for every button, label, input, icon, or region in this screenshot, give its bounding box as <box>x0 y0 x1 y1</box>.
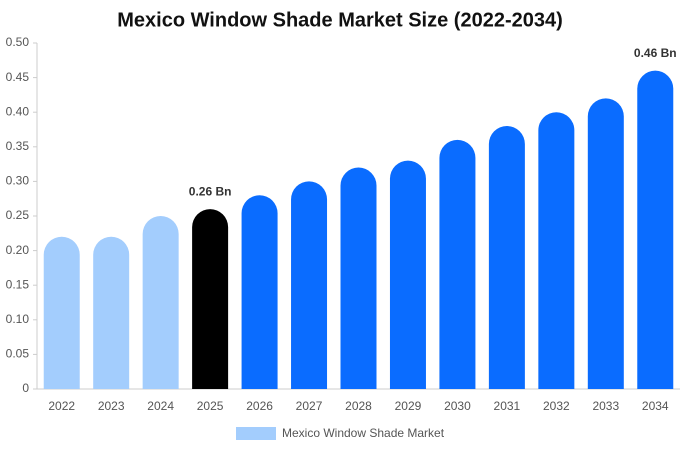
y-tick-label: 0.25 <box>6 208 30 222</box>
x-tick-label: 2024 <box>147 399 174 413</box>
x-tick-label: 2031 <box>494 399 521 413</box>
y-tick-label: 0.10 <box>6 312 30 326</box>
x-tick-label: 2022 <box>48 399 75 413</box>
bar <box>389 160 426 389</box>
bar <box>488 126 525 390</box>
y-tick-label: 0.35 <box>6 139 30 153</box>
legend-swatch <box>236 427 276 440</box>
legend-label: Mexico Window Shade Market <box>282 426 445 440</box>
y-tick-label: 0.15 <box>6 277 30 291</box>
y-tick-label: 0.40 <box>6 104 30 118</box>
x-tick-label: 2034 <box>642 399 669 413</box>
x-tick-label: 2033 <box>592 399 619 413</box>
bar <box>439 139 476 389</box>
x-tick-label: 2028 <box>345 399 372 413</box>
bar <box>340 167 377 389</box>
y-tick-label: 0.45 <box>6 70 30 84</box>
y-tick-label: 0.05 <box>6 347 30 361</box>
bar <box>43 236 80 389</box>
value-label: 0.46 Bn <box>634 46 677 60</box>
bar <box>538 112 575 389</box>
bar <box>587 98 624 390</box>
bar <box>192 209 229 389</box>
y-tick-label: 0 <box>22 381 29 395</box>
x-tick-label: 2029 <box>395 399 422 413</box>
x-tick-label: 2023 <box>98 399 125 413</box>
x-tick-label: 2026 <box>246 399 273 413</box>
chart-title: Mexico Window Shade Market Size (2022-20… <box>117 9 563 31</box>
value-label: 0.26 Bn <box>189 184 232 198</box>
x-tick-label: 2030 <box>444 399 471 413</box>
bar <box>637 70 674 390</box>
x-tick-label: 2027 <box>296 399 323 413</box>
x-tick-label: 2025 <box>197 399 224 413</box>
bar <box>291 181 328 389</box>
bar <box>93 236 130 389</box>
x-tick-label: 2032 <box>543 399 570 413</box>
y-tick-label: 0.20 <box>6 243 30 257</box>
y-tick-label: 0.50 <box>6 35 30 49</box>
y-tick-label: 0.30 <box>6 174 30 188</box>
bar <box>241 195 278 389</box>
bar <box>142 216 179 389</box>
